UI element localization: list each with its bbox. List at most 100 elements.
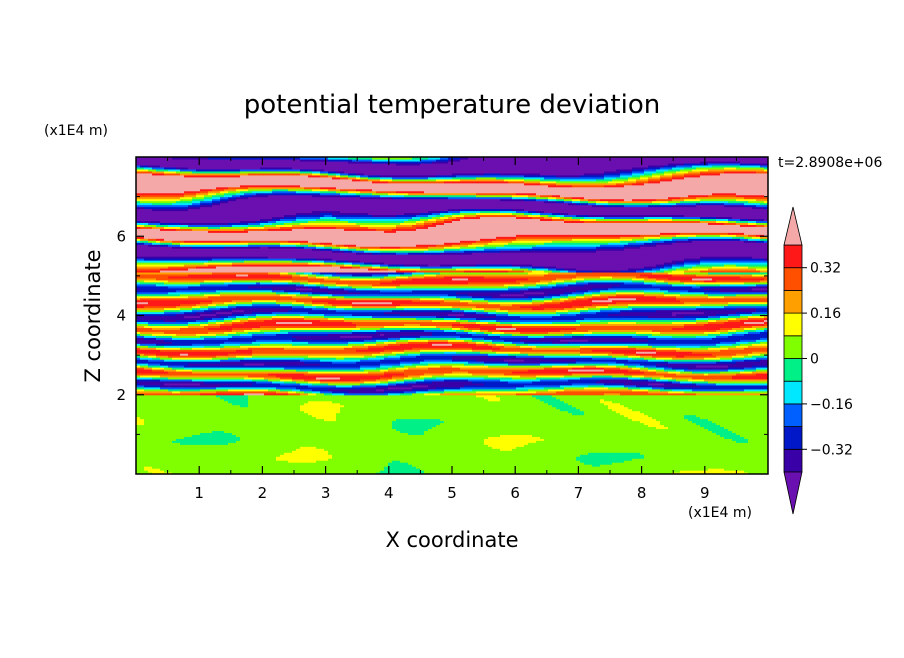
contour-cell [292,220,309,223]
contour-cell [160,164,649,168]
contour-cell [452,172,485,176]
contour-cell [308,174,321,178]
contour-cell [740,315,749,319]
contour-cell [292,343,349,346]
contour-cell [172,341,225,344]
contour-cell [504,283,525,287]
contour-cell [184,365,361,368]
contour-cell [136,194,185,198]
contour-cell [324,273,333,277]
contour-cell [332,456,577,459]
contour-cell [136,202,153,206]
contour-cell [248,317,257,321]
contour-cell [516,446,768,449]
contour-cell [420,323,453,327]
contour-cell [648,176,661,180]
contour-cell [708,347,729,350]
contour-cell [692,240,745,243]
contour-cell [192,202,201,206]
contour-cell [348,220,405,223]
contour-cell [636,331,661,334]
contour-cell [136,414,313,418]
contour-cell [292,307,313,311]
contour-cell [660,388,673,392]
contour-cell [740,224,757,227]
contour-cell [404,372,425,376]
contour-cell [388,271,405,275]
contour-cell [540,172,585,176]
contour-cell [648,368,657,372]
contour-cell [680,232,729,235]
contour-cell [536,196,549,200]
contour-cell [604,368,629,372]
contour-cell [632,378,649,382]
contour-cell [564,400,601,404]
contour-cell [328,172,337,176]
contour-cell [628,242,645,245]
contour-cell [224,331,237,334]
contour-cell [660,267,669,271]
contour-cell [280,242,301,245]
contour-cell [668,370,681,374]
contour-cell [632,458,768,461]
contour-cell [392,376,405,380]
contour-cell [292,301,305,305]
contour-cell [536,198,549,202]
contour-cell [148,244,161,247]
contour-cell [136,162,397,166]
contour-cell [136,380,205,384]
contour-cell [164,307,181,311]
contour-cell [680,299,768,303]
contour-cell [716,382,768,386]
contour-cell [136,402,233,406]
contour-cell [220,291,277,295]
contour-cell [276,224,293,227]
contour-cell [336,186,768,190]
contour-cell [208,157,301,160]
contour-cell [532,269,545,273]
contour-cell [556,309,569,313]
contour-cell [492,446,517,449]
contour-cell [268,388,281,392]
contour-cell [608,303,629,307]
contour-cell [596,202,609,206]
contour-cell [352,178,361,182]
contour-cell [444,275,485,279]
contour-cell [632,172,645,176]
contour-cell [336,174,341,178]
contour-cell [444,317,461,321]
contour-cell [200,392,245,396]
contour-cell [136,452,285,455]
contour-cell [392,365,405,368]
contour-cell [136,440,173,443]
contour-cell [176,438,241,441]
contour-cell [744,196,768,200]
contour-cell [228,388,269,392]
contour-cell [604,384,625,388]
contour-cell [480,329,489,332]
contour-cell [252,378,269,382]
contour-cell [200,291,221,295]
contour-cell [372,214,397,218]
contour-cell [384,388,413,392]
contour-cell [448,313,465,317]
contour-cell [420,216,433,220]
contour-cell [232,402,249,406]
contour-cell [164,226,181,229]
contour-cell [472,307,485,311]
contour-cell [248,396,485,400]
contour-cell [568,378,601,382]
contour-cell [676,267,689,271]
contour-cell [676,368,685,372]
contour-cell [372,157,413,160]
contour-cell [740,275,768,279]
contour-cell [276,374,393,378]
colorbar-box [783,312,803,337]
contour-cell [680,279,705,283]
contour-cell [312,194,341,198]
contour-cell [424,250,445,253]
contour-cell [160,374,249,378]
contour-cell [756,220,768,223]
contour-cell [612,400,768,404]
contour-cell [524,384,561,388]
